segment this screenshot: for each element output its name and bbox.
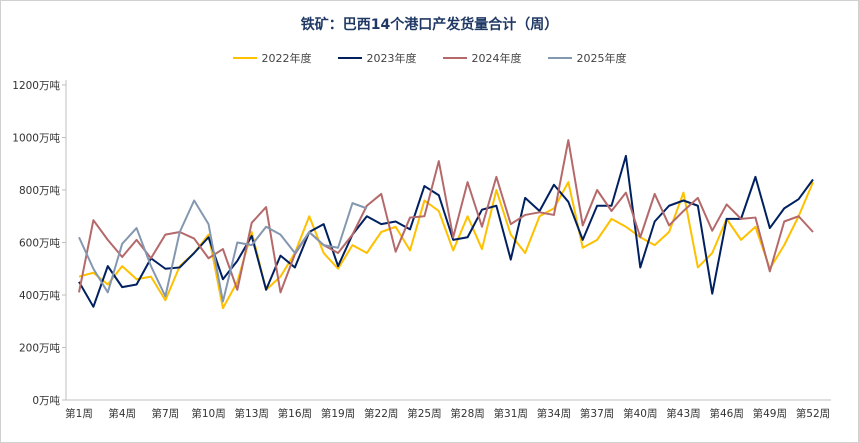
x-tick-label: 第43周	[666, 407, 700, 420]
series-line-2024年度	[78, 139, 814, 294]
y-tick-label: 1000万吨	[12, 132, 60, 145]
x-tick-label: 第1周	[65, 407, 93, 420]
legend-swatch	[442, 57, 467, 59]
x-tick-label: 第49周	[753, 407, 787, 420]
x-tick-label: 第13周	[235, 407, 269, 420]
legend: 2022年度 2023年度 2024年度 2025年度	[1, 50, 858, 66]
y-tick-label: 800万吨	[19, 184, 61, 197]
x-tick-label: 第46周	[709, 407, 743, 420]
x-tick-label: 第16周	[278, 407, 312, 420]
legend-swatch	[547, 57, 572, 59]
legend-label: 2022年度	[261, 52, 312, 65]
x-tick-label: 第7周	[152, 407, 180, 420]
legend-item: 2023年度	[337, 50, 417, 66]
legend-item: 2024年度	[442, 50, 522, 66]
legend-swatch	[232, 57, 257, 59]
x-tick-label: 第34周	[537, 407, 571, 420]
legend-item: 2025年度	[547, 50, 627, 66]
legend-swatch	[337, 57, 362, 59]
x-tick-label: 第37周	[580, 407, 614, 420]
y-tick-label: 400万吨	[19, 289, 61, 302]
x-tick-label: 第25周	[407, 407, 441, 420]
x-tick-label: 第40周	[623, 407, 657, 420]
legend-item: 2022年度	[232, 50, 312, 66]
y-tick-label: 1200万吨	[12, 79, 60, 92]
x-tick-label: 第10周	[191, 407, 225, 420]
legend-label: 2024年度	[471, 52, 522, 65]
y-tick-label: 600万吨	[19, 237, 61, 250]
x-tick-label: 第31周	[494, 407, 528, 420]
x-tick-label: 第52周	[796, 407, 830, 420]
x-tick-label: 第28周	[450, 407, 484, 420]
x-tick-label: 第19周	[321, 407, 355, 420]
chart-title: 铁矿：巴西14个港口产发货量合计（周）	[300, 17, 559, 33]
legend-label: 2023年度	[366, 52, 417, 65]
x-tick-label: 第22周	[364, 407, 398, 420]
y-tick-label: 0万吨	[32, 394, 60, 407]
legend-label: 2025年度	[576, 52, 627, 65]
x-tick-label: 第4周	[108, 407, 136, 420]
y-tick-label: 200万吨	[19, 342, 61, 355]
